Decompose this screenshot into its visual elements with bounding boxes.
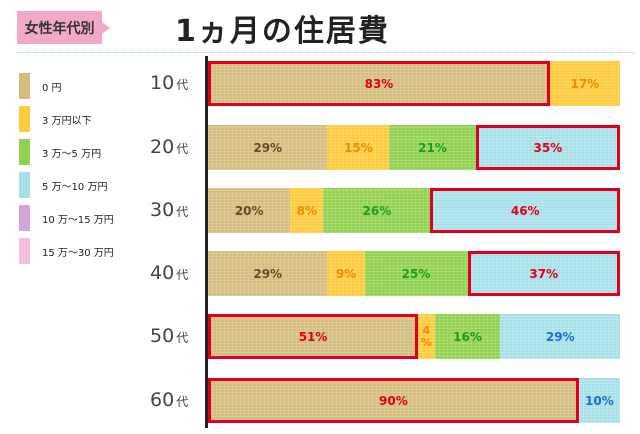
bar-segment: 29% [208,251,328,296]
legend-item-3to5man: 3 万～5 万円 [19,139,101,165]
legend-label: 5 万～10 万円 [42,181,108,193]
age-suffix: 代 [176,142,189,156]
bar-segment: 29% [208,125,328,170]
legend-item-0yen: 0 円 [19,73,62,99]
age-suffix: 代 [176,395,189,409]
bar-segment: 9% [327,251,365,296]
age-number: 20 [150,136,175,158]
bar-segment: 35% [475,125,620,170]
bar-segment: 46% [430,188,620,233]
bar-30s: 20% 8% 26% 46% [208,188,620,233]
legend-label: 3 万円以下 [42,115,92,127]
age-number: 60 [150,389,175,411]
category-tag: 女性年代別 [17,11,110,44]
segment-label: 29% [253,266,283,281]
legend-swatch [19,205,30,231]
bar-segment: 16% [434,314,501,359]
legend-item-10to15man: 10 万～15 万円 [19,205,114,231]
bar-segment: 21% [389,125,476,170]
legend-item-5to10man: 5 万～10 万円 [19,172,107,198]
segment-label: 20% [234,203,264,218]
legend-label: 3 万～5 万円 [42,148,102,160]
chart-title: 1ヵ月の住居費 [175,14,390,49]
legend-swatch [19,106,30,132]
segment-label: 90% [379,393,408,408]
legend-item-15to30man: 15 万～30 万円 [19,238,114,264]
bar-segment: 4% [418,314,435,359]
bar-segment: 10% [578,378,620,423]
row-label-40s: 40 代 [150,262,195,284]
bar-segment: 51% [208,314,419,359]
legend-label: 10 万～15 万円 [42,214,114,226]
bar-50s: 51% 4% 16% 29% [208,314,620,359]
legend-label: 15 万～30 万円 [42,247,114,259]
age-suffix: 代 [176,205,189,219]
bar-20s: 29% 15% 21% 35% [208,125,620,170]
row-label-60s: 60 代 [150,389,195,411]
age-suffix: 代 [176,78,189,92]
age-number: 10 [150,72,175,94]
segment-label: 29% [253,140,283,155]
bar-40s: 29% 9% 25% 37% [208,251,620,296]
segment-label: 8% [296,203,318,218]
bar-segment: 83% [208,61,550,106]
legend-label: 0 円 [42,82,62,94]
segment-label: 10% [585,393,614,408]
segment-label: 29% [545,329,575,344]
segment-label: 9% [335,266,357,281]
legend-swatch [19,238,30,264]
segment-label: 83% [364,76,394,91]
row-label-20s: 20 代 [150,136,195,158]
segment-label: 37% [529,266,559,281]
segment-label: 16% [453,329,482,344]
segment-label: 35% [533,140,563,155]
row-label-30s: 30 代 [150,199,195,221]
segment-label: 26% [362,203,392,218]
age-number: 40 [150,262,175,284]
segment-label: 15% [344,140,373,155]
bar-segment: 90% [208,378,579,423]
legend-swatch [19,139,30,165]
age-number: 50 [150,325,175,347]
segment-label: 17% [570,76,600,91]
y-axis-line [205,56,208,428]
segment-label: 51% [298,329,328,344]
legend-swatch [19,73,30,99]
row-label-50s: 50 代 [150,325,195,347]
bar-segment: 25% [364,251,468,296]
title-divider [17,52,635,53]
row-label-10s: 10 代 [150,72,195,94]
segment-label: 46% [510,203,540,218]
bar-segment: 37% [467,251,620,296]
segment-label: 25% [401,266,431,281]
bar-segment: 8% [290,188,324,233]
age-number: 30 [150,199,175,221]
bar-segment: 15% [327,125,390,170]
age-suffix: 代 [176,331,189,345]
bar-segment: 29% [500,314,620,359]
bar-10s: 83% 17% [208,61,620,106]
legend-swatch [19,172,30,198]
legend-item-under-3man: 3 万円以下 [19,106,92,132]
bar-60s: 90% 10% [208,378,620,423]
bar-segment: 20% [208,188,291,233]
segment-label: 21% [418,140,447,155]
bar-segment: 17% [549,61,620,106]
age-suffix: 代 [176,268,189,282]
bar-segment: 26% [323,188,431,233]
